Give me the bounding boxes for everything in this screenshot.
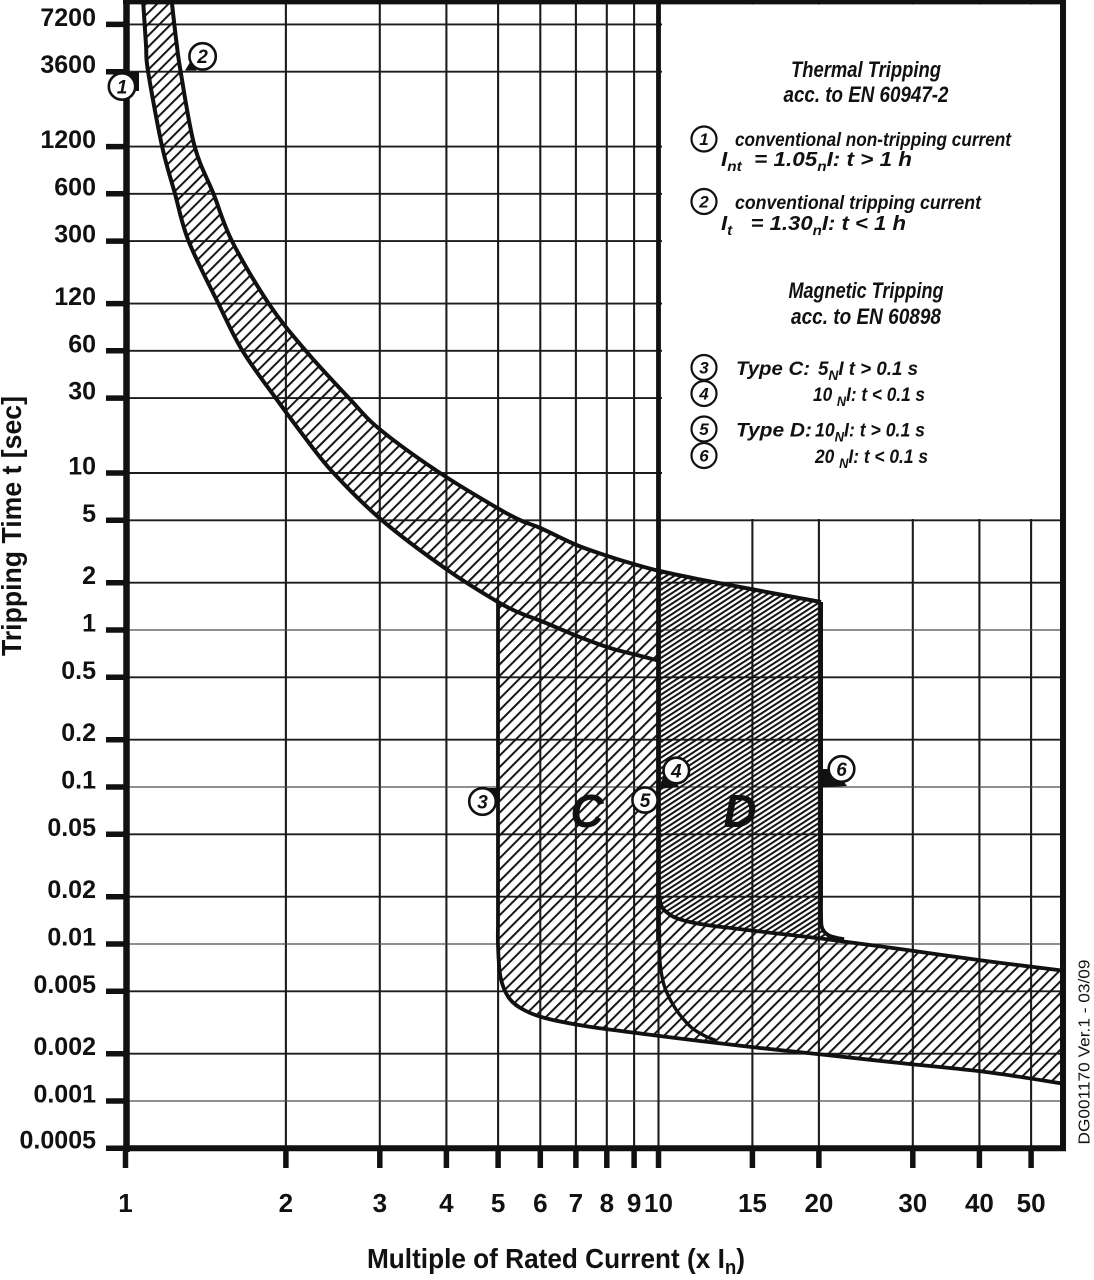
svg-text:60: 60 — [68, 330, 96, 358]
svg-text:3: 3 — [699, 359, 709, 378]
svg-text:120: 120 — [54, 283, 96, 311]
svg-text:D: D — [723, 785, 756, 837]
svg-text:4: 4 — [439, 1188, 454, 1218]
svg-text:0.5: 0.5 — [61, 657, 96, 685]
svg-text:acc. to EN 60947-2: acc. to EN 60947-2 — [784, 82, 950, 107]
svg-text:Tripping Time t [sec]: Tripping Time t [sec] — [0, 396, 27, 656]
svg-text:1: 1 — [117, 77, 128, 98]
svg-text:7: 7 — [569, 1188, 583, 1218]
svg-text:Type D:: Type D: — [736, 421, 812, 442]
svg-text:5: 5 — [699, 420, 709, 439]
svg-text:10 N​I: t < 0.1 s: 10 N​I: t < 0.1 s — [813, 385, 925, 409]
svg-text:5: 5 — [82, 500, 96, 528]
svg-text:C: C — [570, 785, 604, 837]
svg-text:0.005: 0.005 — [33, 971, 96, 999]
svg-text:Int​ = 1.05n​I: t > 1 h: Int​ = 1.05n​I: t > 1 h — [721, 148, 912, 174]
svg-text:conventional tripping current: conventional tripping current — [735, 193, 982, 214]
svg-text:0.01: 0.01 — [47, 924, 96, 952]
svg-text:1: 1 — [699, 130, 708, 149]
svg-text:5: 5 — [640, 791, 651, 812]
svg-text:Magnetic Tripping: Magnetic Tripping — [789, 278, 944, 303]
svg-text:4: 4 — [698, 385, 709, 404]
svg-text:9: 9 — [627, 1188, 641, 1218]
svg-text:0.2: 0.2 — [61, 719, 96, 747]
svg-text:0.002: 0.002 — [33, 1033, 96, 1061]
svg-text:50: 50 — [1017, 1188, 1046, 1218]
svg-text:conventional non-tripping curr: conventional non-tripping current — [735, 130, 1012, 151]
svg-text:3: 3 — [373, 1188, 387, 1218]
svg-text:It​ = 1.30n​I: t < 1 h: It​ = 1.30n​I: t < 1 h — [721, 212, 906, 238]
svg-text:1200: 1200 — [40, 126, 96, 154]
svg-text:0.001: 0.001 — [33, 1081, 96, 1109]
svg-text:4: 4 — [670, 761, 682, 782]
svg-text:5: 5 — [491, 1188, 505, 1218]
svg-text:10N​I: t > 0.1 s: 10N​I: t > 0.1 s — [815, 421, 925, 445]
svg-text:2: 2 — [196, 47, 208, 68]
svg-text:30: 30 — [68, 378, 96, 406]
svg-text:3600: 3600 — [40, 51, 96, 79]
svg-text:6: 6 — [533, 1188, 547, 1218]
svg-text:10: 10 — [644, 1188, 673, 1218]
svg-text:0.0005: 0.0005 — [20, 1126, 97, 1154]
svg-text:1: 1 — [82, 610, 96, 638]
svg-text:20 N​I: t < 0.1 s: 20 N​I: t < 0.1 s — [814, 447, 928, 471]
svg-text:6: 6 — [836, 760, 847, 781]
svg-text:2: 2 — [698, 193, 709, 212]
svg-text:2: 2 — [82, 562, 96, 590]
svg-text:Type C:: Type C: — [736, 359, 810, 380]
svg-text:acc. to EN 60898: acc. to EN 60898 — [791, 304, 942, 329]
svg-text:3: 3 — [477, 792, 488, 813]
svg-text:Multiple of Rated Current (x I: Multiple of Rated Current (x In) — [367, 1243, 745, 1279]
svg-text:6: 6 — [699, 447, 709, 466]
svg-text:7200: 7200 — [40, 4, 96, 32]
svg-text:Thermal Tripping: Thermal Tripping — [791, 57, 941, 82]
svg-text:0.1: 0.1 — [61, 767, 96, 795]
svg-text:8: 8 — [600, 1188, 614, 1218]
svg-text:600: 600 — [54, 173, 96, 201]
svg-text:10: 10 — [68, 453, 96, 481]
svg-text:30: 30 — [898, 1188, 927, 1218]
svg-text:20: 20 — [804, 1188, 833, 1218]
svg-text:1: 1 — [118, 1188, 132, 1218]
svg-text:15: 15 — [738, 1188, 767, 1218]
svg-text:0.05: 0.05 — [47, 814, 96, 842]
svg-text:0.02: 0.02 — [47, 876, 96, 904]
svg-text:40: 40 — [965, 1188, 994, 1218]
svg-text:DG001170 Ver.1 - 03/09: DG001170 Ver.1 - 03/09 — [1077, 959, 1094, 1144]
svg-text:300: 300 — [54, 221, 96, 249]
svg-text:2: 2 — [279, 1188, 293, 1218]
